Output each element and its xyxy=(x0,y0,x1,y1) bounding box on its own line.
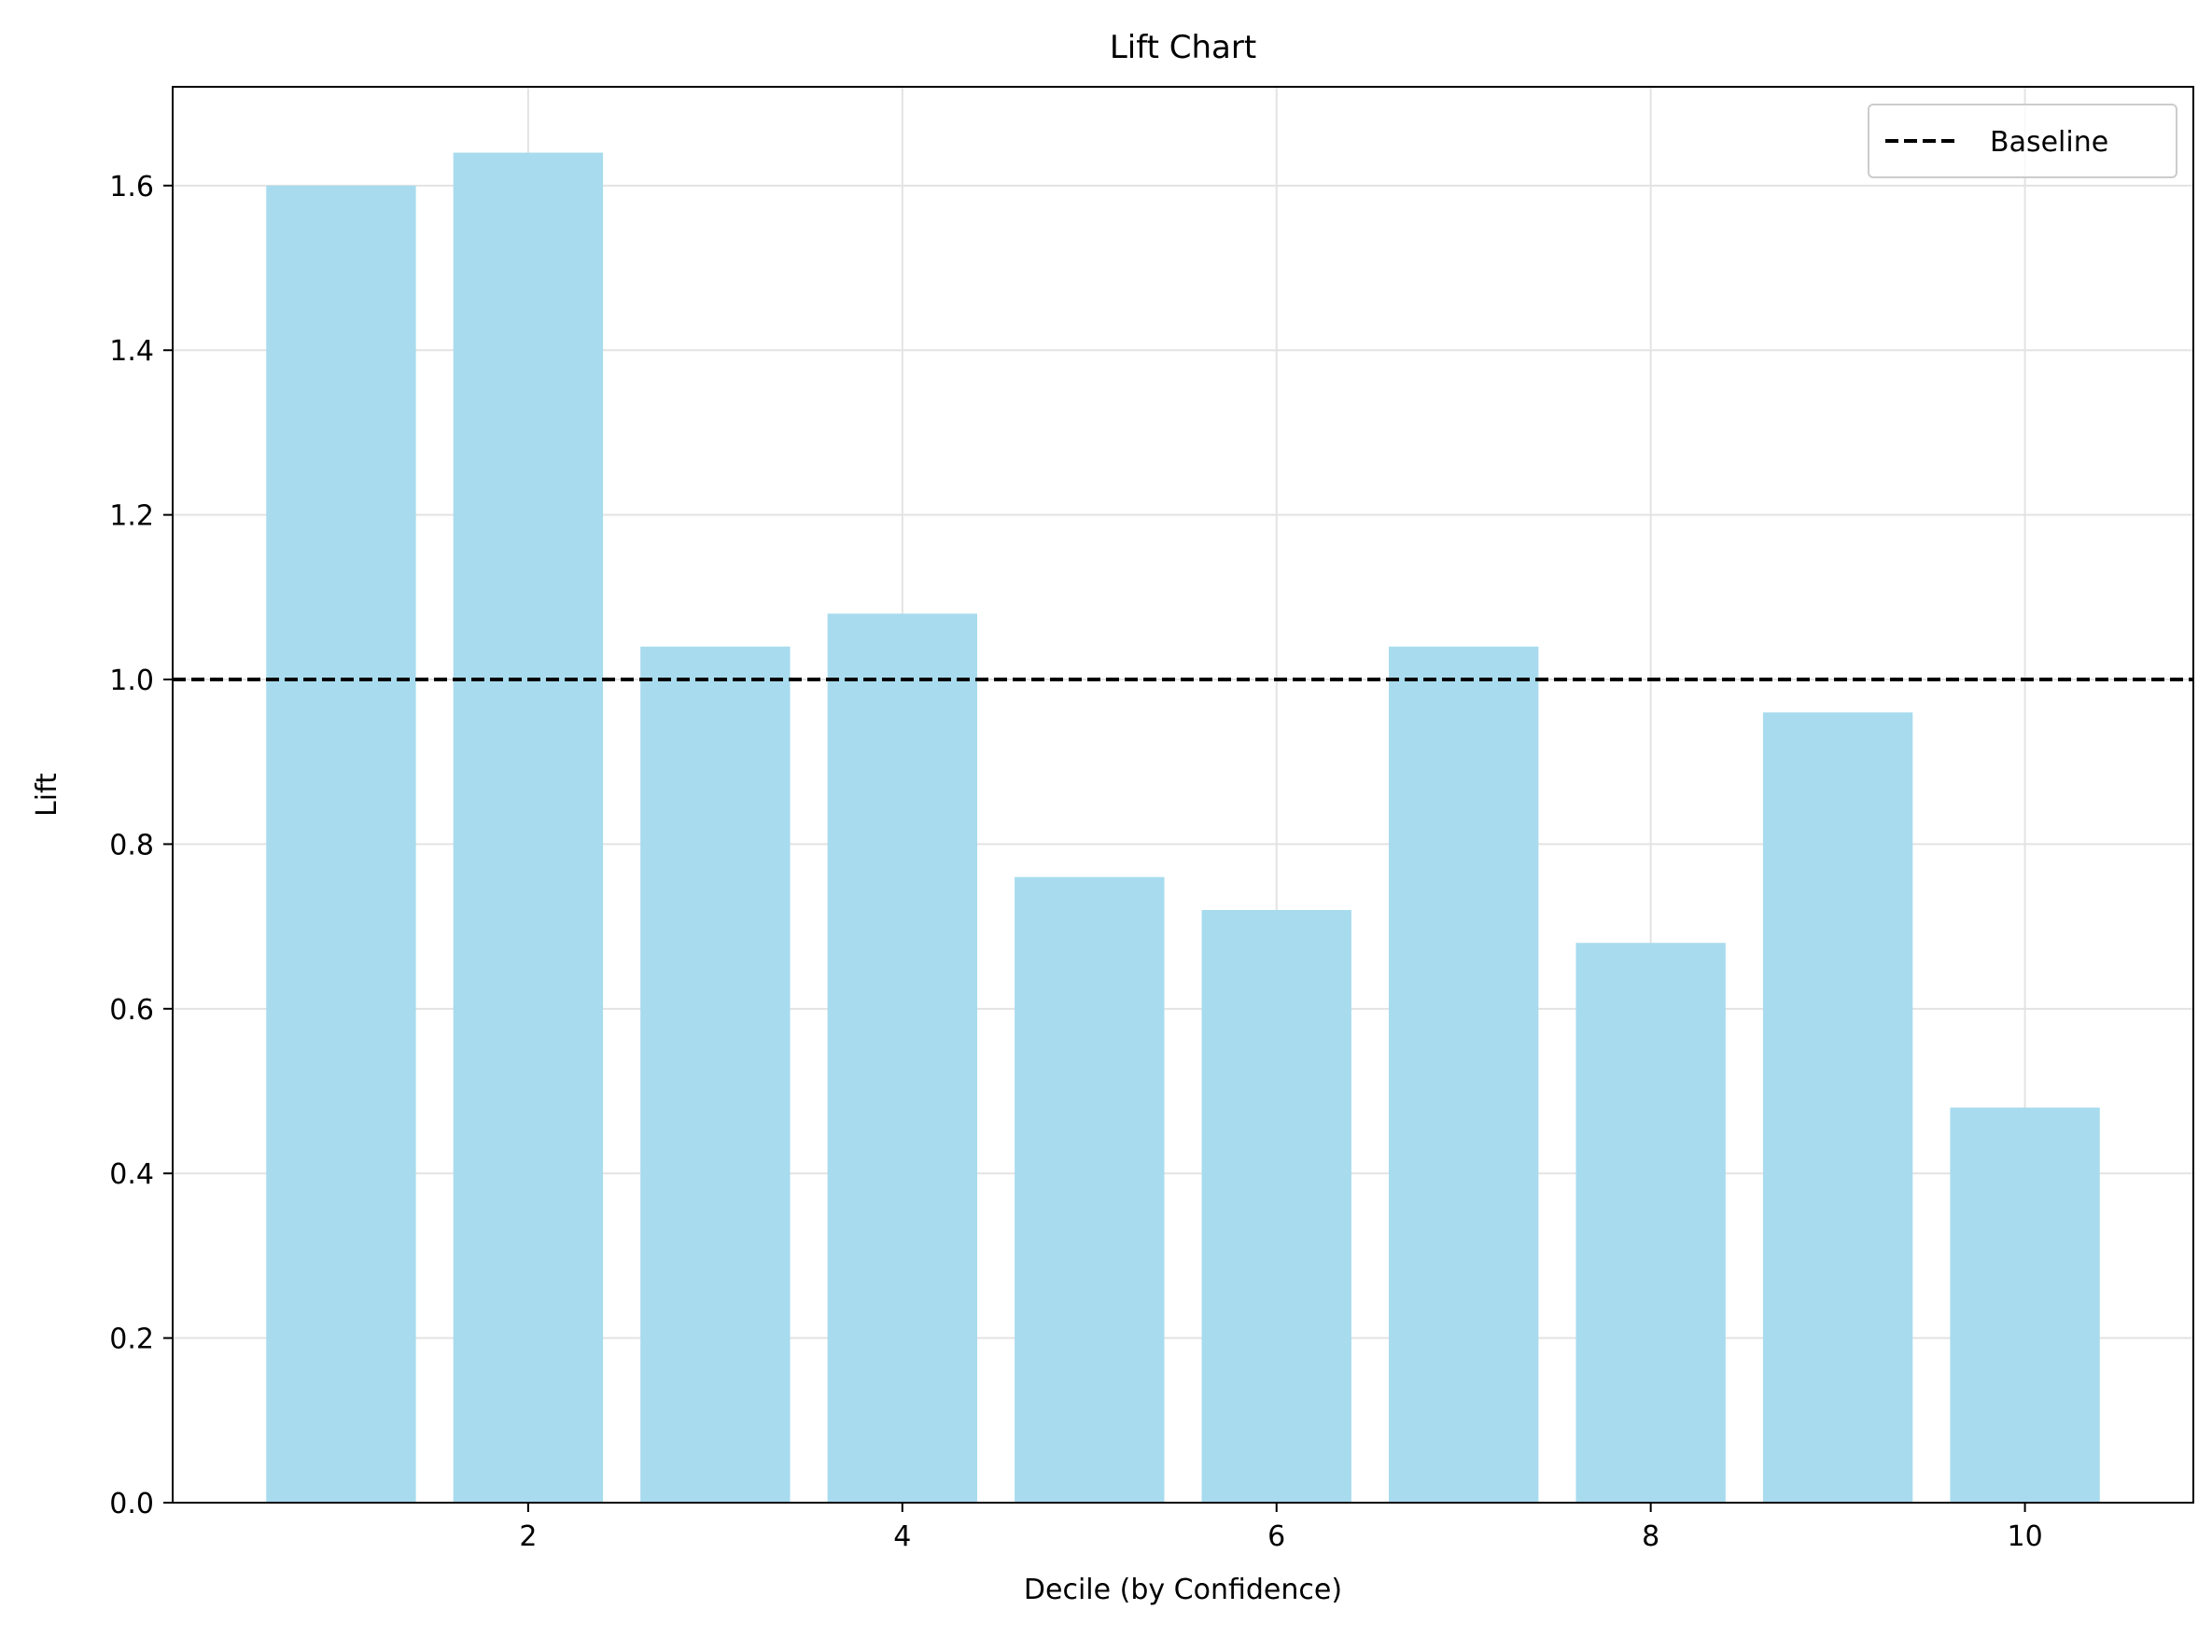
bar-decile-4 xyxy=(827,613,977,1503)
x-tick-label: 8 xyxy=(1642,1520,1659,1553)
y-axis-label: Lift xyxy=(31,773,63,817)
chart-title: Lift Chart xyxy=(1110,29,1256,66)
y-tick-label: 0.8 xyxy=(109,829,154,861)
y-tick-label: 1.6 xyxy=(109,171,154,203)
bar-decile-1 xyxy=(266,185,416,1504)
bar-decile-3 xyxy=(640,646,791,1503)
y-tick-label: 0.2 xyxy=(109,1323,154,1356)
y-tick-label: 1.4 xyxy=(109,335,154,368)
bar-decile-2 xyxy=(453,152,604,1504)
legend-box xyxy=(1868,104,2177,178)
x-axis-label: Decile (by Confidence) xyxy=(1024,1574,1342,1606)
legend: Baseline xyxy=(1868,104,2177,178)
plot-frame xyxy=(172,86,2194,1504)
bar-decile-10 xyxy=(1950,1107,2100,1503)
y-tick-label: 1.2 xyxy=(109,500,154,533)
bar-decile-9 xyxy=(1762,712,1913,1503)
bars xyxy=(266,152,2100,1504)
y-tick-label: 1.0 xyxy=(109,665,154,697)
bar-decile-5 xyxy=(1015,876,1165,1503)
legend-entry-baseline: Baseline xyxy=(1990,126,2108,159)
y-tick-label: 0.4 xyxy=(109,1158,154,1191)
bar-decile-6 xyxy=(1201,909,1351,1503)
y-tick-label: 0.6 xyxy=(109,994,154,1027)
x-tick-label: 4 xyxy=(893,1520,911,1553)
x-tick-label: 6 xyxy=(1267,1520,1285,1553)
y-tick-label: 0.0 xyxy=(109,1488,154,1520)
x-tick-label: 10 xyxy=(2007,1520,2042,1553)
bar-decile-7 xyxy=(1389,646,1539,1503)
y-axis-ticks: 0.0 0.2 0.4 0.6 0.8 1.0 1.2 1.4 1.6 xyxy=(109,171,173,1520)
x-axis-ticks: 2 4 6 8 10 xyxy=(519,1503,2043,1553)
x-tick-label: 2 xyxy=(519,1520,537,1553)
bar-decile-8 xyxy=(1575,943,1726,1503)
